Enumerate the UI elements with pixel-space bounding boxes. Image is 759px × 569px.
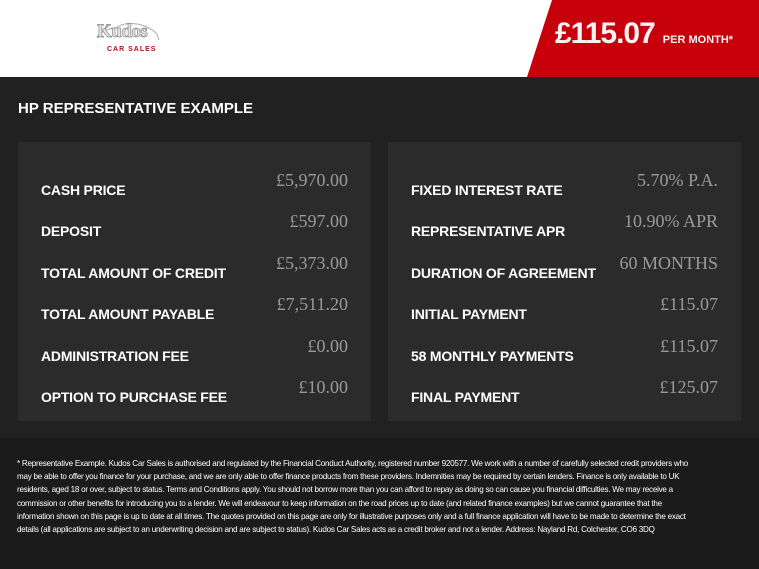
row-label: REPRESENTATIVE APR	[411, 223, 566, 239]
row-label: FIXED INTEREST RATE	[411, 182, 563, 198]
row-value: £0.00	[307, 336, 349, 356]
finance-row: OPTION TO PURCHASE FEE £10.00	[41, 376, 348, 406]
section-title: HP REPRESENTATIVE EXAMPLE	[18, 100, 254, 117]
row-label: 58 MONTHLY PAYMENTS	[411, 348, 574, 364]
row-value: £125.07	[659, 377, 719, 397]
finance-row: INITIAL PAYMENT £115.07	[411, 293, 718, 323]
row-label: INITIAL PAYMENT	[411, 306, 527, 322]
finance-panel-right: FIXED INTEREST RATE 5.70% P.A. REPRESENTA…	[388, 142, 741, 421]
row-value: 5.70% P.A.	[636, 170, 718, 190]
monthly-price: £115.07	[555, 17, 656, 50]
finance-row: FIXED INTEREST RATE 5.70% P.A.	[411, 169, 718, 199]
per-month-label: PER MONTH*	[662, 34, 734, 46]
finance-row: TOTAL AMOUNT PAYABLE £7,511.20	[41, 293, 348, 323]
row-value: £115.07	[660, 294, 718, 314]
finance-row: ADMINISTRATION FEE £0.00	[41, 335, 348, 365]
row-value: £7,511.20	[276, 294, 348, 314]
row-label: DEPOSIT	[41, 223, 102, 239]
logo-text: Kudos	[97, 21, 149, 42]
finance-row: FINAL PAYMENT £125.07	[411, 376, 718, 406]
price-badge	[527, 0, 759, 77]
row-value: £5,373.00	[276, 253, 348, 273]
car-silhouette-icon	[96, 22, 160, 41]
row-value: 60 MONTHS	[619, 253, 718, 273]
header: Kudos CAR SALES £115.07 PER MONTH*	[0, 0, 759, 77]
price-group: £115.07 PER MONTH*	[555, 16, 755, 52]
row-label: TOTAL AMOUNT OF CREDIT	[41, 265, 226, 281]
row-label: DURATION OF AGREEMENT	[411, 265, 596, 281]
row-value: £5,970.00	[276, 170, 348, 190]
row-label: OPTION TO PURCHASE FEE	[41, 389, 227, 405]
row-label: FINAL PAYMENT	[411, 389, 520, 405]
disclaimer-text: * Representative Example. Kudos Car Sale…	[17, 459, 688, 535]
finance-row: 58 MONTHLY PAYMENTS £115.07	[411, 335, 718, 365]
finance-row: DEPOSIT £597.00	[41, 210, 348, 240]
row-value: £10.00	[298, 377, 349, 397]
logo-subtext: CAR SALES	[107, 46, 157, 53]
finance-row: CASH PRICE £5,970.00	[41, 169, 348, 199]
kudos-logo[interactable]: Kudos CAR SALES	[95, 20, 165, 60]
finance-row: TOTAL AMOUNT OF CREDIT £5,373.00	[41, 252, 348, 282]
finance-row: DURATION OF AGREEMENT 60 MONTHS	[411, 252, 718, 282]
row-value: £115.07	[660, 336, 718, 356]
footer	[0, 438, 759, 569]
row-label: CASH PRICE	[41, 182, 126, 198]
finance-panel-left: CASH PRICE £5,970.00 DEPOSIT £597.00 TOTAL…	[18, 142, 371, 421]
row-label: ADMINISTRATION FEE	[41, 348, 189, 364]
row-label: TOTAL AMOUNT PAYABLE	[41, 306, 215, 322]
row-value: £597.00	[289, 211, 349, 231]
row-value: 10.90% APR	[623, 211, 718, 231]
finance-row: REPRESENTATIVE APR 10.90% APR	[411, 210, 718, 240]
